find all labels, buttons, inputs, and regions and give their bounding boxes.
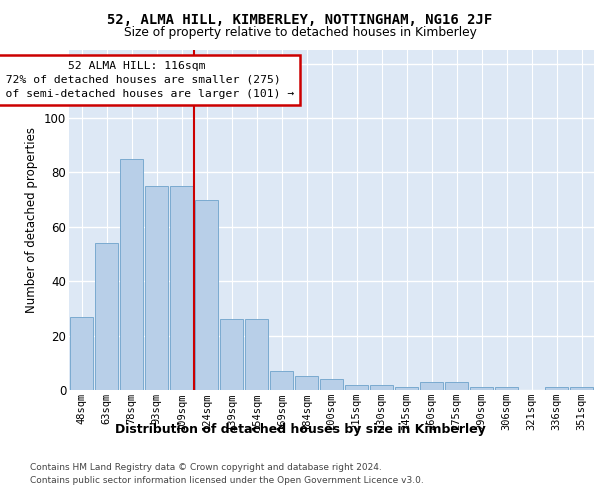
Bar xyxy=(70,316,93,390)
Bar xyxy=(545,388,568,390)
Text: Contains public sector information licensed under the Open Government Licence v3: Contains public sector information licen… xyxy=(30,476,424,485)
Bar xyxy=(220,320,243,390)
Bar xyxy=(370,384,393,390)
Bar xyxy=(495,388,518,390)
Text: Distribution of detached houses by size in Kimberley: Distribution of detached houses by size … xyxy=(115,422,485,436)
Bar xyxy=(120,159,143,390)
Bar xyxy=(570,388,593,390)
Bar xyxy=(270,371,293,390)
Bar xyxy=(95,243,118,390)
Bar xyxy=(320,379,343,390)
Bar xyxy=(445,382,468,390)
Text: 52 ALMA HILL: 116sqm
← 72% of detached houses are smaller (275)
27% of semi-deta: 52 ALMA HILL: 116sqm ← 72% of detached h… xyxy=(0,61,295,99)
Bar xyxy=(345,384,368,390)
Text: 52, ALMA HILL, KIMBERLEY, NOTTINGHAM, NG16 2JF: 52, ALMA HILL, KIMBERLEY, NOTTINGHAM, NG… xyxy=(107,12,493,26)
Bar xyxy=(195,200,218,390)
Y-axis label: Number of detached properties: Number of detached properties xyxy=(25,127,38,313)
Text: Contains HM Land Registry data © Crown copyright and database right 2024.: Contains HM Land Registry data © Crown c… xyxy=(30,462,382,471)
Bar xyxy=(145,186,168,390)
Bar xyxy=(170,186,193,390)
Bar xyxy=(295,376,318,390)
Bar xyxy=(420,382,443,390)
Bar xyxy=(395,388,418,390)
Text: Size of property relative to detached houses in Kimberley: Size of property relative to detached ho… xyxy=(124,26,476,39)
Bar xyxy=(470,388,493,390)
Bar xyxy=(245,320,268,390)
